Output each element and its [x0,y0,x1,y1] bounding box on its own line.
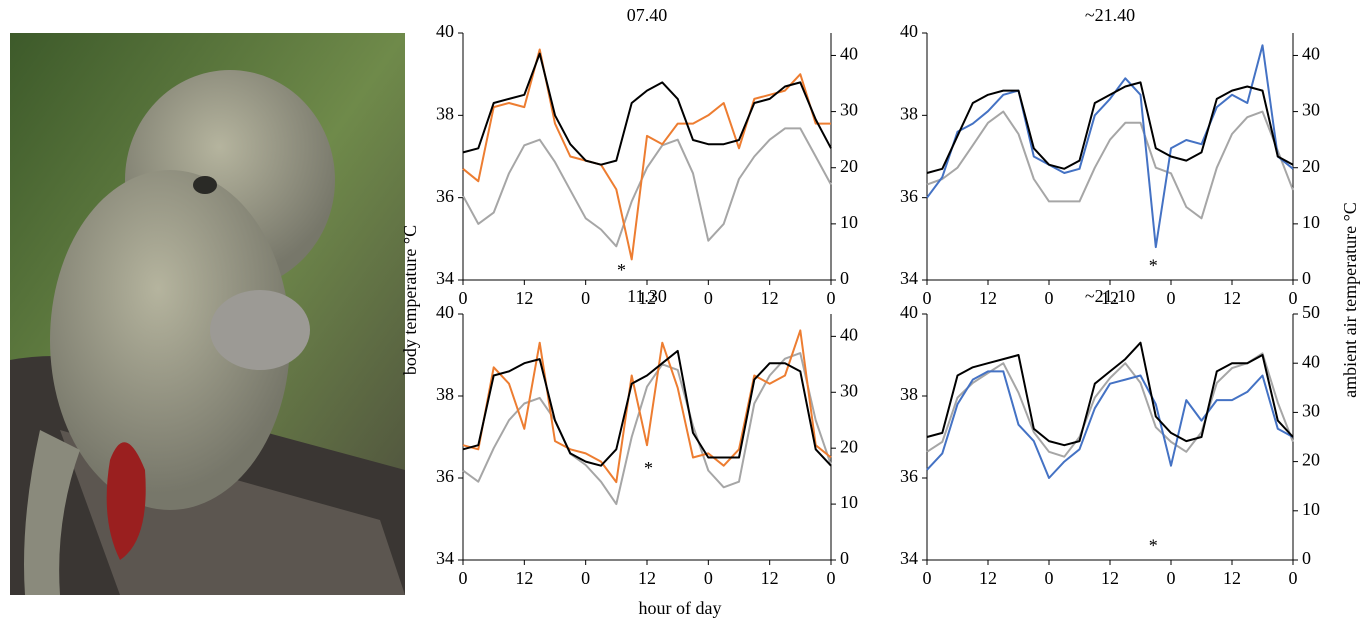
x-tick-label: 0 [923,288,932,308]
y-tick-label: 38 [436,384,454,404]
x-tick-label: 12 [1101,288,1119,308]
y-tick-label: 38 [900,384,918,404]
x-tick-label: 0 [1045,288,1054,308]
series-line [926,352,1294,458]
x-tick-label: 0 [1289,288,1298,308]
x-tick-label: 0 [1045,568,1054,588]
y-tick-label: 36 [900,466,918,486]
series-line [462,329,832,484]
x-tick-label: 0 [827,568,836,588]
series-line [926,341,1294,447]
y2-tick-label: 10 [840,492,858,512]
y-tick-label: 34 [900,268,918,288]
y-tick-label: 40 [436,302,454,322]
y-tick-label: 40 [436,21,454,41]
y-tick-label: 34 [900,548,918,568]
series-line [462,52,832,166]
chart-title: ~21.10 [1085,286,1135,306]
x-tick-label: 0 [1167,288,1176,308]
y2-tick-label: 30 [840,100,858,120]
x-tick-label: 0 [459,568,468,588]
photo [10,33,405,595]
x-tick-label: 12 [761,568,779,588]
x-tick-label: 0 [704,568,713,588]
series-line [926,81,1294,174]
y-tick-label: 36 [436,186,454,206]
x-tick-label: 0 [1167,568,1176,588]
y2-tick-label: 10 [840,212,858,232]
annotation: * [644,458,653,478]
x-axis-label: hour of day [639,598,722,618]
y2-tick-label: 20 [840,436,858,456]
x-tick-label: 12 [515,568,533,588]
y2-tick-label: 0 [1302,268,1311,288]
x-tick-label: 0 [827,288,836,308]
series-line [462,48,831,261]
x-tick-label: 0 [581,288,590,308]
series-line [926,370,1294,479]
x-tick-label: 0 [923,568,932,588]
y2-tick-label: 30 [1302,401,1320,421]
series-line [462,352,832,506]
y2-tick-label: 40 [1302,351,1320,371]
annotation: * [1149,536,1158,556]
y2-tick-label: 30 [1302,100,1320,120]
annotation: * [1149,256,1158,276]
x-tick-label: 12 [1223,288,1241,308]
x-tick-label: 12 [515,288,533,308]
y2-tick-label: 50 [1302,302,1320,322]
y-axis-label: body temperature °C [400,225,420,375]
y2-tick-label: 40 [840,44,858,64]
x-tick-label: 12 [1101,568,1119,588]
y2-tick-label: 0 [1302,548,1311,568]
y2-tick-label: 20 [1302,450,1320,470]
series-line [926,44,1294,249]
y-tick-label: 40 [900,302,918,322]
y2-tick-label: 0 [840,268,849,288]
y2-tick-label: 20 [1302,156,1320,176]
y2-tick-label: 40 [1302,44,1320,64]
y-tick-label: 40 [900,21,918,41]
annotation: * [617,260,626,280]
x-tick-label: 12 [979,568,997,588]
x-tick-label: 0 [1289,568,1298,588]
x-tick-label: 12 [1223,568,1241,588]
y-tick-label: 38 [900,103,918,123]
y-tick-label: 36 [436,466,454,486]
y2-tick-label: 10 [1302,212,1320,232]
series-line [926,110,1294,220]
x-tick-label: 0 [459,288,468,308]
y2-tick-label: 20 [840,156,858,176]
x-tick-label: 12 [979,288,997,308]
y2-tick-label: 30 [840,380,858,400]
y2-tick-label: 40 [840,324,858,344]
series-line [462,127,832,248]
chart-title: 11.30 [627,286,667,306]
x-tick-label: 12 [761,288,779,308]
x-tick-label: 12 [638,288,656,308]
x-tick-label: 0 [704,288,713,308]
x-tick-label: 0 [581,568,590,588]
y-tick-label: 34 [436,548,454,568]
y2-axis-label: ambient air temperature °C [1340,202,1360,398]
y-tick-label: 36 [900,186,918,206]
y2-tick-label: 0 [840,548,849,568]
y-tick-label: 34 [436,268,454,288]
x-tick-label: 12 [638,568,656,588]
y-tick-label: 38 [436,103,454,123]
y2-tick-label: 10 [1302,499,1320,519]
chart-title: ~21.40 [1085,5,1135,25]
chart-title: 07.40 [627,5,668,25]
series-line [462,349,832,467]
